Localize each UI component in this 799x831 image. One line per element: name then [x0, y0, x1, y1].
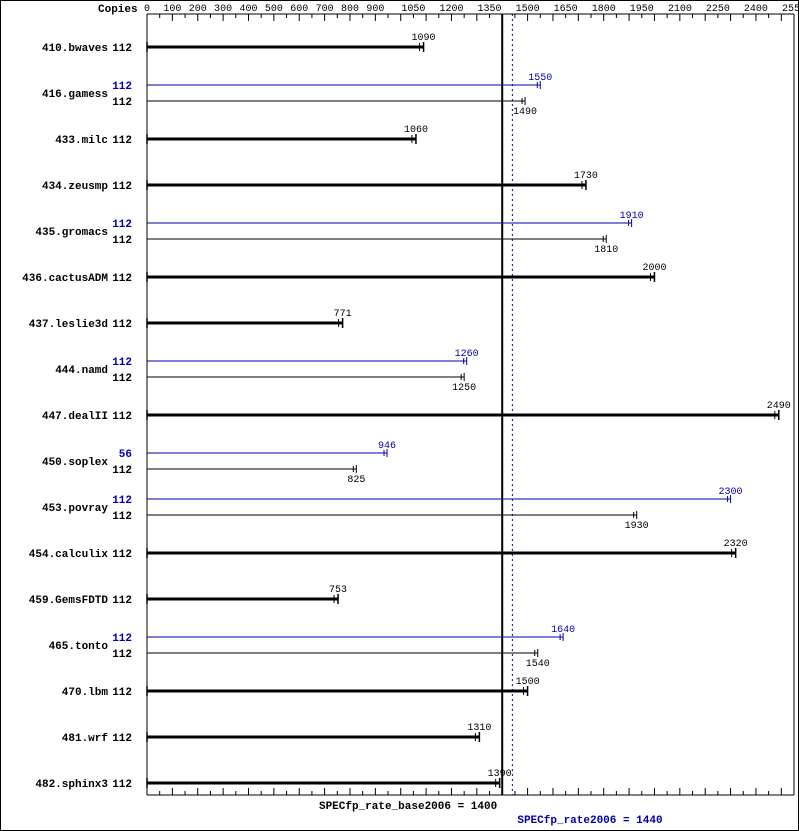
peak-value: 1550: [528, 73, 552, 84]
base-copies: 112: [112, 181, 132, 193]
base-copies: 112: [112, 549, 132, 561]
base-copies: 112: [112, 511, 132, 523]
peak-value: 1640: [551, 625, 575, 636]
base-value: 2000: [642, 263, 666, 274]
base-copies: 112: [112, 649, 132, 661]
chart-svg: Copies 0 100 200 300 400 500 600 700 800 900 1050 12…: [0, 0, 799, 831]
benchmark-name: 434.zeusmp: [42, 181, 108, 193]
base-value: 1060: [404, 125, 428, 136]
benchmark-name: 447.dealII: [42, 411, 108, 423]
peak-value: 946: [378, 441, 396, 452]
peak-value: 1910: [620, 211, 644, 222]
peak-copies: 112: [112, 495, 132, 507]
tick-label: 2550: [782, 4, 799, 15]
base-value: 1490: [513, 107, 537, 118]
base-value: 825: [347, 475, 365, 486]
benchmark-name: 459.GemsFDTD: [29, 595, 109, 607]
base-value: 1090: [412, 33, 436, 44]
base-value: 2320: [724, 539, 748, 550]
base-copies: 112: [112, 687, 132, 699]
tick-label: 500: [265, 4, 283, 15]
benchmark-name: 454.calculix: [29, 549, 109, 561]
tick-label: 1500: [516, 4, 540, 15]
tick-label: 2100: [668, 4, 692, 15]
tick-label: 2400: [744, 4, 768, 15]
benchmark-name: 410.bwaves: [42, 43, 108, 55]
tick-label: 0: [144, 4, 150, 15]
tick-label: 1050: [401, 4, 425, 15]
base-value: 1250: [452, 383, 476, 394]
tick-label: 100: [163, 4, 181, 15]
benchmark-name: 450.soplex: [42, 457, 108, 469]
base-copies: 112: [112, 319, 132, 331]
ref-base-label: SPECfp_rate_base2006 = 1400: [319, 801, 497, 813]
base-copies: 112: [112, 465, 132, 477]
base-value: 1730: [574, 171, 598, 182]
benchmark-name: 482.sphinx3: [35, 779, 108, 791]
tick-label: 200: [189, 4, 207, 15]
tick-label: 1950: [630, 4, 654, 15]
tick-label: 300: [214, 4, 232, 15]
base-copies: 112: [112, 135, 132, 147]
base-copies: 112: [112, 373, 132, 385]
header-copies: Copies: [98, 4, 138, 16]
tick-label: 700: [316, 4, 334, 15]
benchmark-name: 436.cactusADM: [22, 273, 108, 285]
base-copies: 112: [112, 273, 132, 285]
base-value: 1810: [594, 245, 618, 256]
tick-label: 1200: [439, 4, 463, 15]
peak-copies: 112: [112, 81, 132, 93]
base-value: 771: [334, 309, 352, 320]
base-value: 1930: [625, 521, 649, 532]
benchmark-name: 465.tonto: [49, 641, 109, 653]
base-copies: 112: [112, 779, 132, 791]
base-copies: 112: [112, 235, 132, 247]
peak-copies: 112: [112, 633, 132, 645]
ref-peak-label: SPECfp_rate2006 = 1440: [517, 815, 662, 827]
benchmark-name: 470.lbm: [62, 687, 109, 699]
tick-label: 900: [366, 4, 384, 15]
peak-value: 2300: [719, 487, 743, 498]
benchmark-name: 433.milc: [55, 135, 108, 147]
base-value: 1390: [488, 769, 512, 780]
benchmark-name: 435.gromacs: [35, 227, 108, 239]
base-value: 2490: [767, 401, 791, 412]
benchmark-name: 416.gamess: [42, 89, 108, 101]
base-copies: 112: [112, 411, 132, 423]
tick-label: 400: [239, 4, 257, 15]
tick-label: 800: [341, 4, 359, 15]
benchmark-name: 453.povray: [42, 503, 108, 515]
base-value: 1310: [467, 723, 491, 734]
peak-copies: 56: [119, 449, 132, 461]
benchmark-name: 481.wrf: [62, 733, 109, 745]
base-copies: 112: [112, 595, 132, 607]
tick-label: 600: [290, 4, 308, 15]
tick-label: 1800: [592, 4, 616, 15]
base-value: 1500: [516, 677, 540, 688]
peak-copies: 112: [112, 357, 132, 369]
tick-label: 2250: [706, 4, 730, 15]
base-copies: 112: [112, 97, 132, 109]
benchmark-name: 437.leslie3d: [29, 319, 108, 331]
base-value: 753: [329, 585, 347, 596]
base-value: 1540: [526, 659, 550, 670]
peak-copies: 112: [112, 219, 132, 231]
tick-label: 1650: [554, 4, 578, 15]
benchmark-name: 444.namd: [55, 365, 108, 377]
tick-label: 1350: [478, 4, 502, 15]
base-copies: 112: [112, 733, 132, 745]
benchmark-chart: Copies 0 100 200 300 400 500 600 700 800 900 1050 12…: [0, 0, 799, 831]
peak-value: 1260: [455, 349, 479, 360]
base-copies: 112: [112, 43, 132, 55]
